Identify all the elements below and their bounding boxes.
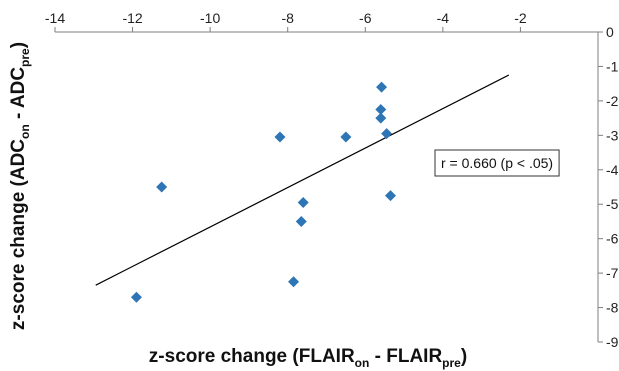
trendline [95,74,510,286]
data-point [274,131,286,143]
data-point [340,131,352,143]
data-point [295,215,307,227]
data-point [288,276,300,288]
data-point [297,197,309,208]
x-title-sub1: on [355,356,370,370]
annotation-box [434,149,560,177]
y-tick-label: 0 [606,24,614,40]
x-tick-label: -14 [45,10,65,26]
y-tick-label: -4 [606,162,619,178]
y-tick-label: -1 [606,58,619,74]
y-tick-label: -7 [606,265,619,281]
y-tick-label: -8 [606,300,619,316]
y-tick-label: -6 [606,231,619,247]
x-tick-label: -4 [437,10,450,26]
y-title-sub1: on [18,124,32,139]
data-point [130,291,142,303]
x-title-middle: - FLAIR [369,346,442,367]
y-title-sub2: pre [18,48,32,67]
x-title-prefix: z-score change (FLAIR [149,346,355,367]
data-point [375,104,387,115]
y-title-suffix: ) [8,42,29,48]
data-point [384,190,396,202]
y-axis-title: z-score change (ADCon - ADCpre) [8,42,32,330]
annotation-text: r = 0.660 (p < .05) [441,155,553,171]
x-tick-label: -2 [514,10,527,26]
y-title-prefix: z-score change (ADC [8,139,29,330]
data-point [376,81,388,93]
y-tick-label: -9 [606,334,619,350]
correlation-annotation: r = 0.660 (p < .05) [434,149,560,177]
x-axis: -14 -12 -10 -8 -6 -4 -2 [45,10,598,33]
y-tick-label: -2 [606,93,619,109]
data-point [156,181,168,193]
x-tick-label: -10 [200,10,220,26]
data-point [381,128,393,140]
y-tick-label: -3 [606,127,619,143]
x-tick-label: -8 [281,10,294,26]
y-title-middle: - ADC [8,67,29,125]
data-points [130,81,396,303]
x-title-sub2: pre [442,356,461,370]
y-tick-label: -5 [606,196,619,212]
x-tick-label: -6 [359,10,372,26]
y-axis: 0 -1 -2 -3 -4 -5 -6 -7 -8 -9 [597,24,619,350]
x-tick-label: -12 [122,10,142,26]
x-axis-title: z-score change (FLAIRon - FLAIRpre) [149,346,467,370]
trendline-group [95,74,510,286]
x-title-suffix: ) [461,346,467,367]
data-point [375,112,387,124]
plot-area: 0 -1 -2 -3 -4 -5 -6 -7 -8 -9 -14 -12 -10 -8 -6 -4 -2 r … [45,10,619,350]
